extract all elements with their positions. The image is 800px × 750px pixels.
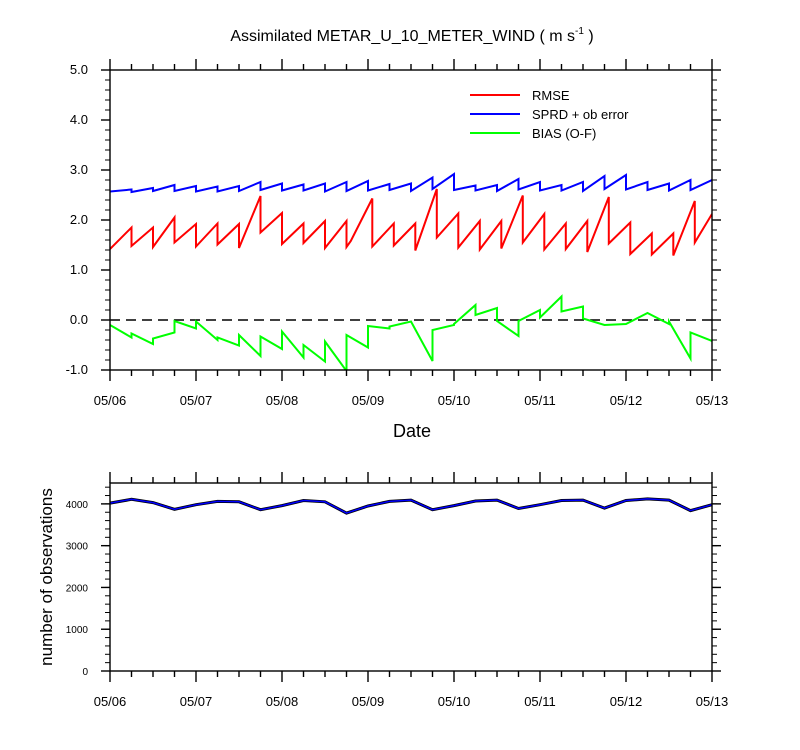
top-x-tick-label: 05/08 xyxy=(266,393,299,408)
bottom-x-tick-label: 05/10 xyxy=(438,694,471,709)
top-x-tick-label: 05/13 xyxy=(696,393,729,408)
top-y-tick-label: 2.0 xyxy=(70,212,88,227)
top-y-tick-label: 3.0 xyxy=(70,162,88,177)
top-x-tick-label: 05/10 xyxy=(438,393,471,408)
top-y-tick-label: 4.0 xyxy=(70,112,88,127)
bottom-plot-frame xyxy=(109,482,713,672)
chart-title: Assimilated METAR_U_10_METER_WIND ( m s-… xyxy=(230,26,593,45)
bottom-y-tick-label: 3000 xyxy=(66,542,89,553)
legend-label: SPRD + ob error xyxy=(532,107,629,122)
title-superscript: -1 xyxy=(575,26,584,37)
bottom-x-tick-label: 05/08 xyxy=(266,694,299,709)
bottom-x-tick-label: 05/09 xyxy=(352,694,385,709)
bottom-x-tick-label: 05/12 xyxy=(610,694,643,709)
legend: RMSE SPRD + ob error BIAS (O-F) xyxy=(470,88,629,141)
series-line-1 xyxy=(110,172,712,194)
obs-count-line-1 xyxy=(109,498,713,514)
top-x-tick-label: 05/12 xyxy=(610,393,643,408)
top-x-tick-label: 05/09 xyxy=(352,393,385,408)
series-line-2 xyxy=(110,294,712,370)
title-close: ) xyxy=(584,28,594,45)
obs-count-line-0 xyxy=(109,497,713,515)
bottom-y-tick-label: 2000 xyxy=(66,583,89,594)
top-x-tick-label: 05/06 xyxy=(94,393,127,408)
top-y-tick-label: 5.0 xyxy=(70,62,88,77)
top-x-tick-label: 05/11 xyxy=(524,393,556,408)
top-x-tick-label: 05/07 xyxy=(180,393,213,408)
bias-rmse-panel: Assimilated METAR_U_10_METER_WIND ( m s-… xyxy=(66,26,729,441)
bottom-x-tick-label: 05/11 xyxy=(524,694,556,709)
bottom-x-tick-label: 05/07 xyxy=(180,694,213,709)
x-axis-label: Date xyxy=(393,421,431,441)
legend-label: BIAS (O-F) xyxy=(532,126,596,141)
y-axis-label: number of observations xyxy=(37,488,56,666)
bottom-y-tick-label: 4000 xyxy=(66,500,89,511)
top-y-tick-label: 1.0 xyxy=(70,262,88,277)
series-line-0 xyxy=(110,188,712,257)
bottom-x-tick-label: 05/13 xyxy=(696,694,729,709)
top-y-tick-label: 0.0 xyxy=(70,312,88,327)
bottom-y-tick-label: 0 xyxy=(82,667,88,678)
bottom-x-tick-label: 05/06 xyxy=(94,694,127,709)
observation-count-panel: 05/06 05/07 05/08 05/09 05/10 05/11 05/12 05/13… xyxy=(37,472,728,709)
bottom-y-tick-label: 1000 xyxy=(66,625,89,636)
top-y-tick-label: -1.0 xyxy=(66,362,88,377)
legend-label: RMSE xyxy=(532,88,570,103)
